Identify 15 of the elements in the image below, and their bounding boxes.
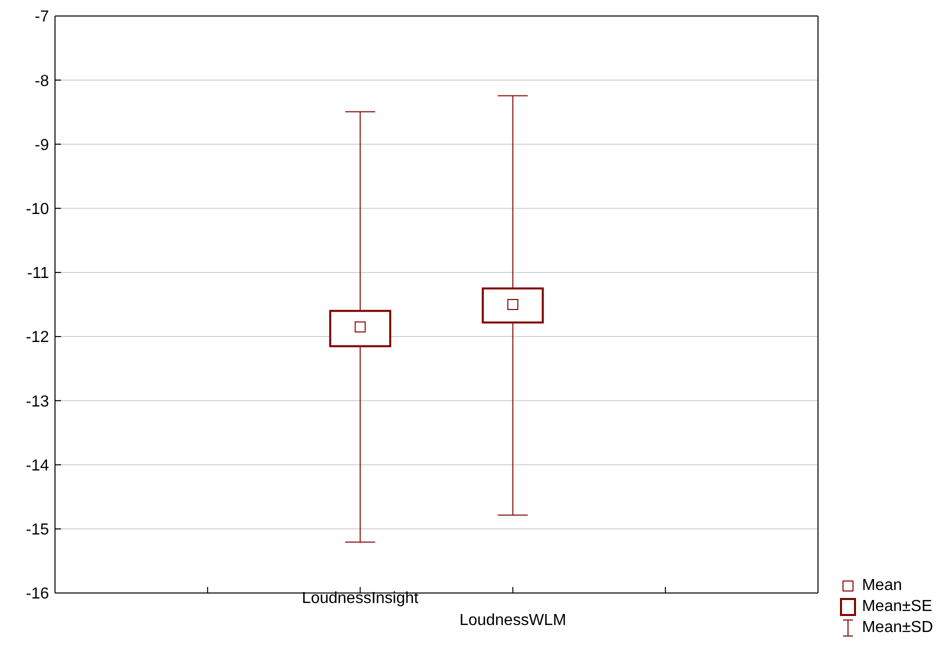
text: Mean±SD: [862, 618, 933, 636]
x-tick-label: LoudnessWLM: [459, 612, 566, 629]
y-tick-label: -15: [26, 522, 50, 539]
y-tick-label: -11: [27, 265, 50, 282]
text: Mean±SE: [862, 598, 932, 616]
text: Mean: [862, 576, 902, 594]
y-tick-label: -16: [26, 586, 50, 603]
y-tick-label: -7: [34, 8, 50, 26]
y-tick-label: -8: [34, 72, 50, 90]
x-tick-label: LoudnessInsight: [302, 590, 420, 607]
y-tick-label: -13: [26, 393, 50, 410]
y-tick-label: -9: [34, 136, 50, 154]
y-tick-label: -10: [26, 201, 50, 218]
y-tick-label: -14: [26, 457, 50, 474]
y-tick-label: -12: [26, 329, 50, 346]
